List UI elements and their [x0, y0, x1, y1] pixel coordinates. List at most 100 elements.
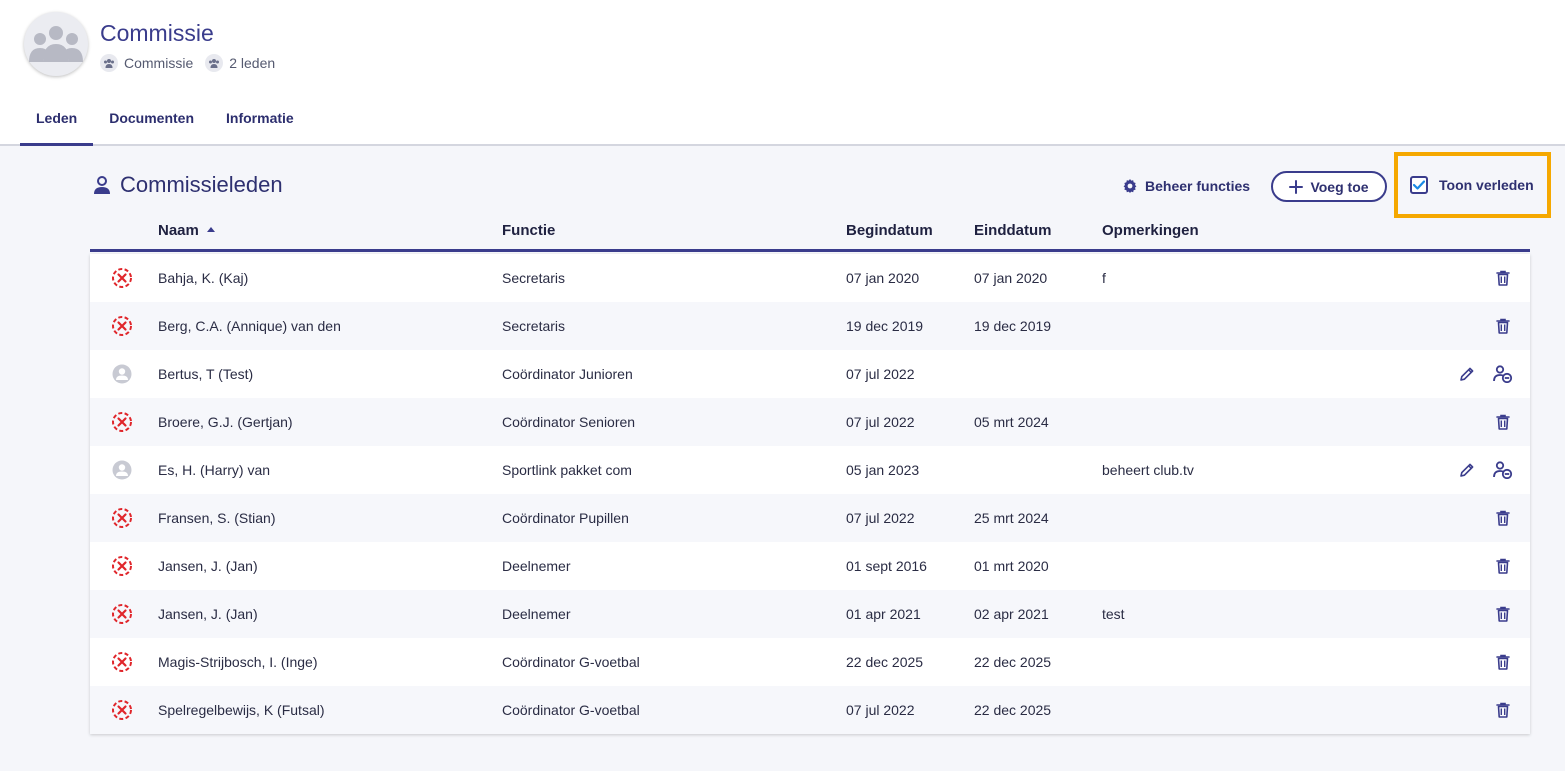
members-small-icon [205, 54, 224, 72]
past-member-icon [110, 602, 134, 626]
cell-einddatum: 05 mrt 2024 [974, 414, 1049, 430]
table-row[interactable]: Bertus, T (Test) Coördinator Junioren 07 j… [90, 350, 1530, 398]
cell-naam: Fransen, S. (Stian) [158, 510, 276, 526]
trash-icon[interactable] [1493, 412, 1513, 432]
cell-functie: Coördinator Junioren [502, 366, 633, 382]
cell-naam: Spelregelbewijs, K (Futsal) [158, 702, 325, 718]
cell-einddatum: 22 dec 2025 [974, 654, 1052, 670]
checkmark-icon [1413, 180, 1425, 190]
cell-einddatum: 25 mrt 2024 [974, 510, 1049, 526]
table-row[interactable]: Jansen, J. (Jan) Deelnemer 01 apr 2021 02 a… [90, 590, 1530, 638]
cell-naam: Broere, G.J. (Gertjan) [158, 414, 293, 430]
remove-member-icon[interactable] [1493, 364, 1513, 384]
col-begindatum[interactable]: Begindatum [846, 222, 933, 239]
cell-begindatum: 22 dec 2025 [846, 654, 924, 670]
beheer-functies-button[interactable]: Beheer functies [1122, 170, 1250, 202]
cell-opmerkingen: beheert club.tv [1102, 462, 1194, 478]
toon-verleden-toggle[interactable]: Toon verleden [1410, 176, 1534, 194]
col-opmerkingen[interactable]: Opmerkingen [1102, 222, 1199, 239]
col-functie[interactable]: Functie [502, 222, 556, 239]
cell-begindatum: 01 apr 2021 [846, 606, 921, 622]
cell-begindatum: 01 sept 2016 [846, 558, 927, 574]
cell-einddatum: 22 dec 2025 [974, 702, 1052, 718]
plus-icon [1289, 179, 1304, 194]
gear-icon [1122, 178, 1138, 194]
cell-naam: Jansen, J. (Jan) [158, 558, 258, 574]
table-row[interactable]: Berg, C.A. (Annique) van den Secretaris 19… [90, 302, 1530, 350]
toon-verleden-checkbox[interactable] [1410, 176, 1428, 194]
cell-functie: Coördinator G-voetbal [502, 654, 640, 670]
cell-begindatum: 05 jan 2023 [846, 462, 920, 478]
table-row[interactable]: Spelregelbewijs, K (Futsal) Coördinator G… [90, 686, 1530, 734]
cell-naam: Berg, C.A. (Annique) van den [158, 318, 341, 334]
trash-icon[interactable] [1493, 556, 1513, 576]
cell-einddatum: 01 mrt 2020 [974, 558, 1049, 574]
tab-documenten[interactable]: Documenten [109, 110, 195, 126]
table-row[interactable]: Magis-Strijbosch, I. (Inge) Coördinator G… [90, 638, 1530, 686]
cell-naam: Bahja, K. (Kaj) [158, 270, 249, 286]
cell-functie: Sportlink pakket com [502, 462, 632, 478]
past-member-icon [110, 410, 134, 434]
trash-icon[interactable] [1493, 268, 1513, 288]
col-naam-label: Naam [158, 222, 199, 239]
sort-asc-icon [206, 226, 215, 232]
cell-einddatum: 02 apr 2021 [974, 606, 1049, 622]
trash-icon[interactable] [1493, 508, 1513, 528]
trash-icon[interactable] [1493, 604, 1513, 624]
past-member-icon [110, 266, 134, 290]
table-header: Naam Functie Begindatum Einddatum Opmerk… [90, 212, 1530, 252]
trash-icon[interactable] [1493, 316, 1513, 336]
members-table: Bahja, K. (Kaj) Secretaris 07 jan 2020 07 j… [90, 254, 1530, 734]
cell-naam: Es, H. (Harry) van [158, 462, 271, 478]
trash-icon[interactable] [1493, 700, 1513, 720]
panel-title: Commissieleden [92, 172, 283, 198]
cell-begindatum: 07 jul 2022 [846, 702, 915, 718]
cell-functie: Secretaris [502, 270, 566, 286]
tab-bar: Leden Documenten Informatie [20, 100, 310, 146]
cell-naam: Magis-Strijbosch, I. (Inge) [158, 654, 318, 670]
header-meta: Commissie 2 leden [100, 54, 287, 72]
trash-icon[interactable] [1493, 652, 1513, 672]
cell-naam: Jansen, J. (Jan) [158, 606, 258, 622]
cell-functie: Secretaris [502, 318, 566, 334]
cell-functie: Coördinator G-voetbal [502, 702, 640, 718]
table-row[interactable]: Fransen, S. (Stian) Coördinator Pupillen 0… [90, 494, 1530, 542]
group-small-icon [100, 54, 118, 72]
voeg-toe-label: Voeg toe [1310, 178, 1369, 195]
cell-einddatum: 07 jan 2020 [974, 270, 1048, 286]
page-header: Commissie Commissie 2 leden Leden Docume… [0, 0, 1565, 146]
highlight-box [1394, 152, 1551, 218]
meta-type-label: Commissie [124, 55, 194, 71]
tab-informatie[interactable]: Informatie [226, 110, 294, 126]
past-member-icon [110, 554, 134, 578]
edit-icon[interactable] [1457, 364, 1477, 384]
meta-count: 2 leden [205, 54, 275, 72]
tab-leden[interactable]: Leden [20, 100, 94, 146]
past-member-icon [110, 650, 134, 674]
cell-begindatum: 07 jan 2020 [846, 270, 920, 286]
table-row[interactable]: Es, H. (Harry) van Sportlink pakket com 05… [90, 446, 1530, 494]
past-member-icon [110, 506, 134, 530]
table-row[interactable]: Broere, G.J. (Gertjan) Coördinator Senior… [90, 398, 1530, 446]
cell-opmerkingen: test [1102, 606, 1125, 622]
group-avatar [24, 12, 88, 76]
cell-functie: Deelnemer [502, 606, 571, 622]
cell-opmerkingen: f [1102, 270, 1106, 286]
edit-icon[interactable] [1457, 460, 1477, 480]
panel-title-label: Commissieleden [120, 172, 283, 197]
cell-functie: Deelnemer [502, 558, 571, 574]
meta-count-label: 2 leden [229, 55, 276, 71]
toon-verleden-label: Toon verleden [1439, 177, 1534, 193]
cell-begindatum: 19 dec 2019 [846, 318, 924, 334]
col-einddatum[interactable]: Einddatum [974, 222, 1052, 239]
cell-begindatum: 07 jul 2022 [846, 510, 915, 526]
table-row[interactable]: Jansen, J. (Jan) Deelnemer 01 sept 2016 01 … [90, 542, 1530, 590]
cell-einddatum: 19 dec 2019 [974, 318, 1052, 334]
past-member-icon [110, 314, 134, 338]
col-naam[interactable]: Naam [158, 222, 215, 239]
active-member-icon [110, 362, 134, 386]
table-row[interactable]: Bahja, K. (Kaj) Secretaris 07 jan 2020 07 j… [90, 254, 1530, 302]
remove-member-icon[interactable] [1493, 460, 1513, 480]
voeg-toe-button[interactable]: Voeg toe [1271, 171, 1387, 202]
active-member-icon [110, 458, 134, 482]
